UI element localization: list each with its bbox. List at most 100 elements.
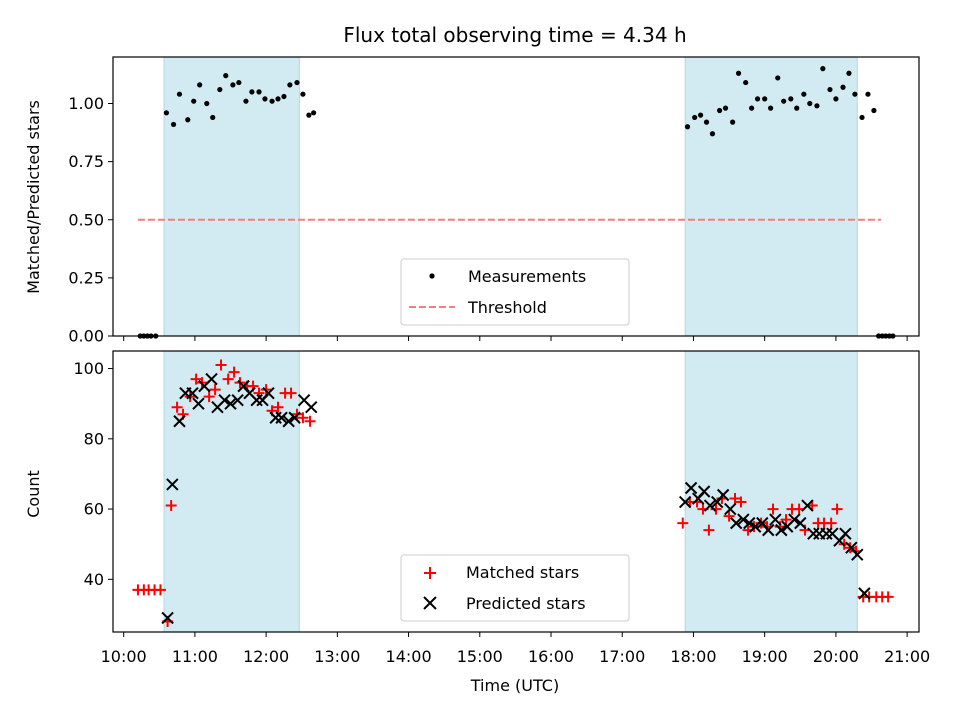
predicted-stars-point (729, 516, 743, 530)
measurement-point (236, 79, 242, 86)
matched-stars-point (272, 401, 284, 413)
matched-stars-point (171, 401, 183, 413)
legend-matched-marker (424, 567, 436, 579)
y-tick-label: 0.75 (68, 152, 104, 171)
measurement-point (275, 96, 281, 102)
predicted-stars-point (288, 411, 301, 424)
x-tick-label: 14:00 (386, 647, 432, 666)
predicted-stars-point (262, 386, 275, 400)
measurement-point (692, 114, 698, 121)
predicted-stars-point (205, 372, 218, 386)
measurement-point (775, 75, 781, 81)
legend-matched-label: Matched stars (466, 563, 579, 582)
predicted-stars-point (305, 400, 318, 414)
x-tick-label: 12:00 (243, 647, 289, 666)
observing-window-shade (684, 56, 858, 337)
measurement-point (300, 91, 306, 97)
observing-window-shade (684, 350, 858, 633)
measurement-point (762, 96, 768, 102)
y-tick-label: 0.50 (68, 210, 104, 229)
predicted-stars-point (161, 611, 174, 625)
measurement-point (197, 82, 203, 88)
measurement-point (262, 96, 268, 102)
measurement-point (243, 98, 249, 104)
measurement-point (287, 82, 293, 88)
predicted-stars-point (737, 513, 750, 526)
measurement-point (249, 89, 255, 95)
matched-stars-point (203, 391, 215, 403)
x-tick-label: 11:00 (172, 647, 218, 666)
y-tick-label: 1.00 (68, 94, 104, 113)
y-tick-label: 40 (84, 570, 104, 589)
measurement-point (722, 105, 729, 111)
matched-stars-point (215, 359, 227, 371)
predicted-stars-point (839, 527, 852, 540)
measurement-point (176, 91, 183, 97)
predicted-stars-point (794, 516, 807, 530)
predicted-stars-point (186, 386, 199, 400)
matched-stars-point (882, 591, 894, 603)
matched-stars-point (304, 415, 316, 427)
measurement-point (846, 70, 852, 76)
measurement-point (871, 107, 877, 114)
predicted-stars-point (801, 499, 814, 512)
measurement-point (163, 110, 170, 116)
measurement-point (230, 82, 236, 88)
measurement-point (735, 70, 742, 76)
predicted-stars-point (224, 397, 237, 410)
matched-stars-point (729, 493, 741, 505)
matched-stars-point (190, 373, 202, 385)
matched-stars-point (297, 412, 309, 424)
measurement-point (794, 105, 800, 111)
bottom-legend: Matched stars Predicted stars (400, 554, 630, 622)
predicted-stars-point (282, 415, 295, 428)
measurement-point (827, 86, 833, 93)
predicted-stars-point (716, 488, 730, 502)
measurement-point (781, 98, 787, 104)
measurement-point (294, 79, 300, 86)
predicted-stars-point (762, 523, 775, 537)
predicted-stars-point (166, 478, 179, 491)
x-tick-label: 21:00 (884, 647, 930, 666)
measurement-point (217, 86, 223, 93)
predicted-stars-point (775, 523, 788, 537)
predicted-stars-point (748, 520, 762, 533)
measurement-point (859, 114, 865, 121)
measurement-point (306, 112, 312, 118)
measurement-point (269, 98, 275, 104)
predicted-stars-point (788, 513, 801, 526)
measurement-point (743, 79, 749, 86)
predicted-stars-point (218, 393, 231, 407)
x-tick-label: 17:00 (599, 647, 645, 666)
measurement-point (749, 105, 755, 111)
top-legend-box (400, 258, 630, 326)
y-tick-label: 60 (84, 500, 104, 519)
x-tick-label: 16:00 (528, 647, 574, 666)
predicted-stars-point (192, 397, 205, 410)
bottom-panel-frame (112, 350, 920, 633)
x-tick-label: 10:00 (101, 647, 147, 666)
measurement-point (754, 96, 761, 102)
matched-stars-point (723, 510, 735, 522)
legend-predicted-marker (423, 596, 437, 610)
matched-stars-point (154, 584, 166, 596)
matched-stars-point (285, 387, 297, 399)
matched-stars-point (209, 384, 221, 396)
measurement-point (814, 103, 820, 109)
matched-stars-point (222, 373, 234, 385)
predicted-stars-point (684, 481, 698, 495)
bottom-legend-box (400, 554, 630, 622)
measurement-point (840, 84, 846, 90)
legend-threshold-label: Threshold (467, 298, 547, 317)
predicted-stars-point (703, 499, 717, 512)
x-tick-label: 20:00 (813, 647, 859, 666)
measurement-point (311, 110, 317, 116)
predicted-stars-point (173, 415, 186, 428)
measurement-point (801, 91, 807, 97)
x-tick-label: 18:00 (670, 647, 716, 666)
predicted-stars-point (275, 411, 288, 424)
x-axis-label: Time (UTC) (470, 676, 559, 695)
x-tick-label: 15:00 (457, 647, 503, 666)
measurement-point (191, 98, 197, 104)
predicted-stars-point (678, 495, 692, 509)
